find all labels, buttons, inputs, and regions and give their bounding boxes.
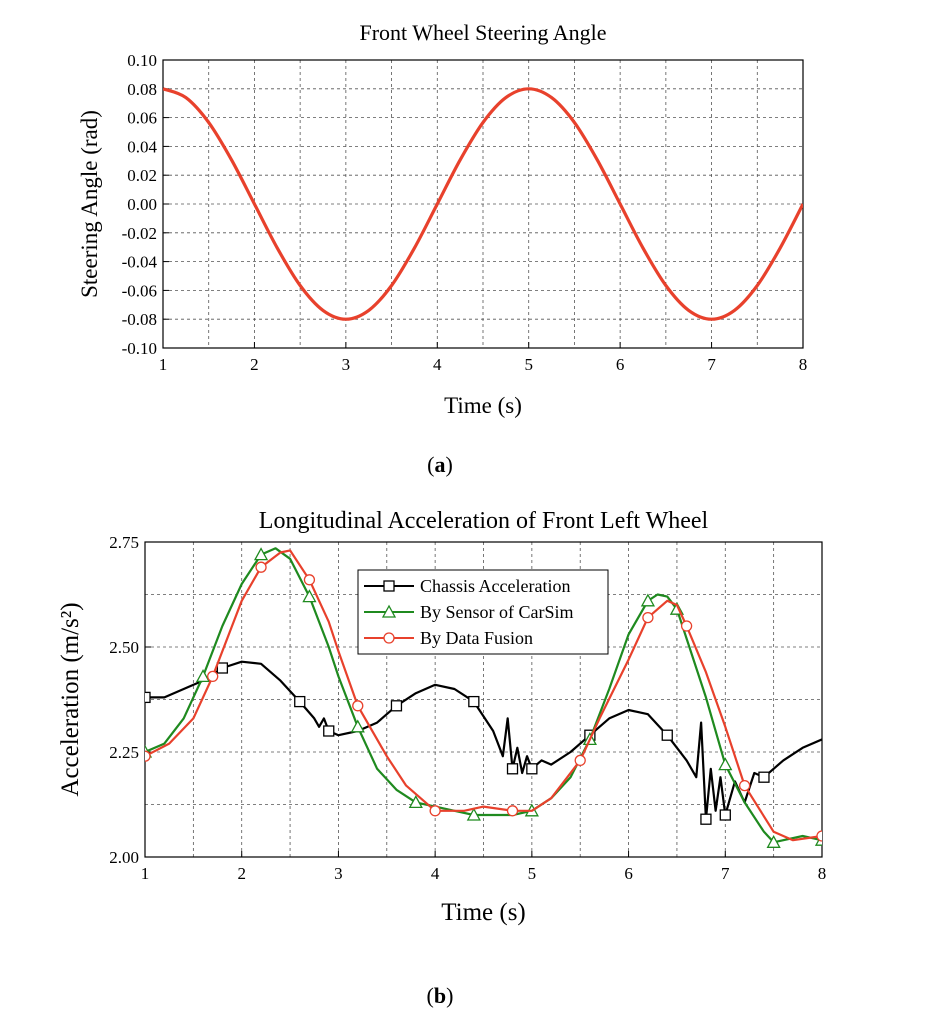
- x-tick-label: 2: [237, 864, 246, 883]
- series-marker-square: [506, 763, 519, 775]
- series-marker-circle: [738, 779, 751, 792]
- series-marker-circle: [207, 670, 219, 683]
- series-marker-square: [758, 771, 770, 783]
- legend: Chassis Acceleration By Sensor of CarSim B…: [357, 569, 609, 655]
- series-marker-circle: [429, 805, 441, 817]
- chart-title: Longitudinal Acceleration of Front Left …: [259, 508, 709, 534]
- series-marker-triangle: [381, 604, 397, 618]
- x-tick-label: 3: [342, 355, 351, 374]
- series-marker-circle: [574, 754, 586, 767]
- series-marker-square: [526, 763, 538, 775]
- y-tick-label: 2.50: [109, 638, 139, 657]
- series-marker-square: [661, 729, 673, 741]
- series-marker-circle: [680, 620, 693, 632]
- y-tick-label: 0.04: [127, 137, 157, 156]
- ticks: [162, 59, 804, 349]
- series-marker-square: [383, 580, 395, 592]
- chart-title: Front Wheel Steering Angle: [359, 20, 606, 45]
- series-marker-triangle: [253, 547, 269, 561]
- legend-entry-label: Chassis Acceleration: [420, 576, 570, 596]
- x-tick-label: 6: [624, 864, 633, 883]
- series-marker-square: [700, 813, 712, 825]
- y-tick-label: -0.04: [122, 253, 158, 272]
- figure-caption: (a): [427, 452, 453, 477]
- series-marker-square: [468, 695, 480, 708]
- y-tick-label: -0.06: [122, 281, 157, 300]
- series-marker-circle: [816, 830, 822, 842]
- y-tick-label: 0.10: [127, 51, 157, 70]
- legend-entry-label: By Sensor of CarSim: [420, 602, 574, 622]
- series-steering-angle: [163, 87, 803, 321]
- y-tick-label: 0.02: [127, 166, 157, 185]
- y-tick-label: -0.10: [122, 339, 157, 358]
- x-tick-label: 1: [141, 864, 150, 883]
- x-tick-label: 5: [524, 355, 533, 374]
- series-marker-circle: [506, 805, 519, 817]
- series-marker-square: [216, 662, 229, 674]
- y-tick-label: -0.08: [122, 310, 157, 329]
- legend-entry-label: By Data Fusion: [420, 628, 533, 648]
- x-tick-label: 6: [616, 355, 625, 374]
- series-marker-circle: [383, 632, 395, 644]
- series-chassis-acceleration: [145, 660, 822, 825]
- series-marker-square: [719, 809, 731, 821]
- series-marker-circle: [303, 574, 316, 586]
- y-tick-label: 0.06: [127, 109, 157, 128]
- series-marker-triangle: [640, 593, 656, 607]
- series-marker-triangle: [766, 834, 781, 848]
- y-tick-label: 0.00: [127, 195, 157, 214]
- y-axis-label: Steering Angle (rad): [77, 110, 102, 298]
- x-tick-label: 4: [433, 355, 442, 374]
- series-marker-square: [294, 695, 306, 708]
- figure-caption: (b): [427, 983, 454, 1008]
- series-marker-circle: [255, 561, 267, 573]
- series-marker-square: [145, 691, 151, 704]
- series-marker-square: [390, 700, 403, 712]
- x-tick-label: 3: [334, 864, 343, 883]
- chart-panel-b: 1 2 3 4 5 6 7 8 2.00 2.25 2.50 2.75 Longitudinal Acc…: [57, 508, 827, 1008]
- x-tick-label: 5: [528, 864, 537, 883]
- y-tick-label: 0.08: [127, 80, 157, 99]
- series-marker-circle: [642, 611, 654, 624]
- series-marker-triangle: [466, 807, 481, 821]
- series-line: [145, 549, 822, 842]
- series-marker-square: [323, 725, 335, 737]
- x-tick-label: 2: [250, 355, 259, 374]
- y-tick-label: 2.75: [109, 533, 139, 552]
- chart-panel-a: 1 2 3 4 5 6 7 8 -0.10 -0.08 -0.06 -0.04 -0.02 0.00 0.0…: [77, 20, 807, 477]
- series-marker-triangle: [408, 795, 423, 809]
- y-tick-label: 2.00: [109, 848, 139, 867]
- x-axis-label: Time (s): [441, 899, 526, 926]
- x-tick-label: 4: [431, 864, 440, 883]
- x-tick-label: 7: [721, 864, 730, 883]
- series-by-data-fusion: [145, 549, 822, 842]
- series-marker-triangle: [350, 719, 365, 733]
- y-tick-label: 2.25: [109, 743, 139, 762]
- x-tick-label: 8: [818, 864, 827, 883]
- y-tick-label: -0.02: [122, 224, 157, 243]
- grid: [163, 60, 803, 348]
- x-axis-label: Time (s): [444, 393, 522, 418]
- series-marker-triangle: [718, 757, 733, 771]
- x-tick-label: 8: [799, 355, 808, 374]
- series-marker-triangle: [195, 669, 211, 683]
- series-line: [163, 87, 803, 321]
- x-tick-label: 1: [159, 355, 168, 374]
- series-marker-triangle: [302, 589, 317, 603]
- x-tick-label: 7: [707, 355, 716, 374]
- series-line: [145, 547, 822, 844]
- y-axis-label: Acceleration (m/s²): [57, 602, 84, 796]
- series-marker-circle: [145, 750, 151, 762]
- series-marker-circle: [352, 700, 364, 712]
- series-line: [145, 660, 822, 821]
